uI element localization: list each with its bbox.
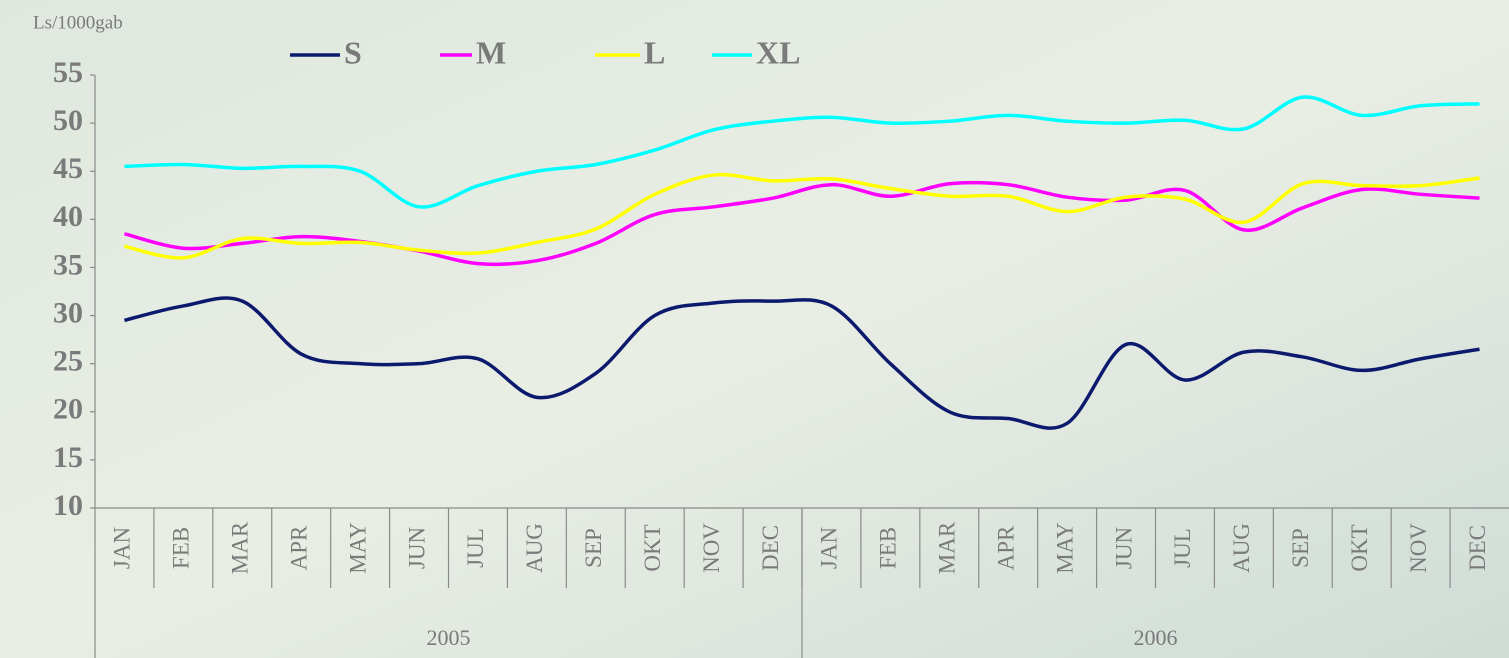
x-tick-label: MAR bbox=[228, 521, 253, 574]
x-tick-label: JUN bbox=[1111, 527, 1136, 570]
series-line bbox=[124, 172, 1480, 260]
x-tick-label: SEP bbox=[1288, 528, 1313, 568]
x-tick-label: JAN bbox=[817, 527, 842, 570]
x-tick-label: AUG bbox=[522, 523, 547, 573]
group-label: 2006 bbox=[1134, 625, 1178, 650]
y-tick-label: 50 bbox=[53, 104, 83, 137]
y-tick-label: 40 bbox=[53, 200, 83, 233]
legend-label: L bbox=[644, 34, 665, 70]
legend-label: S bbox=[344, 34, 362, 70]
x-tick-label: AUG bbox=[1229, 523, 1254, 573]
series-line bbox=[124, 296, 1480, 430]
x-tick-label: JUL bbox=[463, 528, 488, 568]
y-tick-label: 35 bbox=[53, 248, 83, 281]
x-tick-label: JUL bbox=[1170, 528, 1195, 568]
x-tick-label: NOV bbox=[1406, 523, 1431, 573]
x-tick-label: APR bbox=[286, 525, 311, 570]
x-tick-label: FEB bbox=[876, 527, 901, 569]
x-tick-label: MAY bbox=[345, 522, 370, 574]
x-tick-label: JUN bbox=[404, 527, 429, 570]
x-tick-label: NOV bbox=[699, 523, 724, 573]
x-tick-label: OKT bbox=[640, 524, 665, 571]
x-tick-label: FEB bbox=[169, 527, 194, 569]
x-tick-label: DEC bbox=[1465, 525, 1490, 571]
y-tick-label: 55 bbox=[53, 56, 83, 89]
legend-label: XL bbox=[756, 34, 800, 70]
series-line bbox=[124, 95, 1480, 209]
legend-label: M bbox=[476, 34, 506, 70]
group-label: 2005 bbox=[427, 625, 471, 650]
x-tick-label: OKT bbox=[1347, 524, 1372, 571]
y-tick-label: 25 bbox=[53, 345, 83, 378]
x-tick-label: MAR bbox=[935, 521, 960, 574]
y-tick-label: 15 bbox=[53, 441, 83, 474]
x-tick-label: JAN bbox=[110, 527, 135, 570]
y-tick-label: 20 bbox=[53, 393, 83, 426]
y-axis-label: Ls/1000gab bbox=[33, 12, 123, 33]
x-tick-label: SEP bbox=[581, 528, 606, 568]
y-tick-label: 10 bbox=[53, 489, 83, 522]
x-tick-label: APR bbox=[993, 525, 1018, 570]
y-tick-label: 45 bbox=[53, 152, 83, 185]
x-tick-label: MAY bbox=[1052, 522, 1077, 574]
x-tick-label: DEC bbox=[758, 525, 783, 571]
y-tick-label: 30 bbox=[53, 296, 83, 329]
